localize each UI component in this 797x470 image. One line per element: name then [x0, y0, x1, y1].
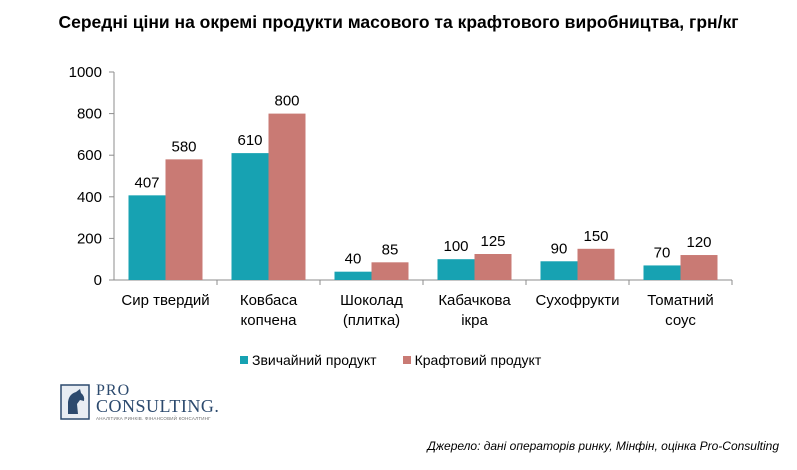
- x-tick-label: Сир твердий: [121, 292, 209, 309]
- data-label-craft: 85: [382, 241, 399, 258]
- legend-item-regular: Звичайний продукт: [240, 352, 377, 368]
- bar-regular: [540, 261, 578, 280]
- data-label-craft: 125: [480, 233, 505, 250]
- source-note: Джерело: дані операторів ринку, Мінфін, …: [427, 439, 779, 453]
- logo-consulting: CONSULTING.: [96, 396, 220, 416]
- bar-regular: [643, 265, 681, 280]
- legend-label-regular: Звичайний продукт: [252, 352, 377, 368]
- bar-regular: [128, 195, 166, 280]
- data-label-craft: 120: [686, 234, 711, 251]
- x-tick-label: Кабачкова: [438, 292, 511, 309]
- bar-craft: [268, 113, 306, 280]
- y-tick-label: 0: [94, 272, 102, 289]
- legend-swatch-regular: [240, 356, 248, 364]
- y-tick-label: 400: [77, 189, 102, 206]
- bar-craft: [474, 254, 512, 280]
- x-tick-label: Ковбаса: [240, 292, 298, 309]
- x-tick-label: Томатний: [647, 292, 714, 309]
- legend-label-craft: Крафтовий продукт: [414, 352, 542, 368]
- data-label-regular: 90: [551, 240, 568, 257]
- chart-title: Середні ціни на окремі продукти масового…: [58, 12, 739, 32]
- bar-craft: [165, 159, 203, 280]
- data-label-regular: 70: [654, 244, 671, 261]
- x-tick-label: соус: [665, 312, 696, 329]
- x-tick-label: Сухофрукти: [535, 292, 619, 309]
- bar-craft: [371, 262, 409, 280]
- chart-legend: Звичайний продукт Крафтовий продукт: [240, 352, 567, 368]
- horse-logo-icon: [60, 384, 90, 420]
- bar-craft: [680, 255, 718, 280]
- data-label-craft: 800: [274, 93, 299, 110]
- bar-regular: [334, 271, 372, 280]
- x-tick-label: копчена: [241, 312, 298, 329]
- x-tick-label: ікра: [461, 312, 488, 329]
- y-tick-label: 1000: [69, 64, 102, 81]
- data-label-regular: 40: [345, 251, 362, 268]
- data-label-regular: 610: [237, 132, 262, 149]
- data-label-craft: 580: [171, 138, 196, 155]
- data-label-regular: 407: [134, 174, 159, 191]
- x-tick-label: (плитка): [343, 312, 400, 329]
- pro-consulting-logo: PRO CONSULTING. АНАЛІТИКА РИНКІВ. ФІНАНС…: [60, 382, 220, 424]
- bar-craft: [577, 248, 615, 280]
- x-tick-label: Шоколад: [340, 292, 403, 309]
- logo-pro: PRO: [96, 382, 131, 399]
- data-label-regular: 100: [443, 238, 468, 255]
- logo-tagline: АНАЛІТИКА РИНКІВ. ФІНАНСОВИЙ КОНСАЛТИНГ: [96, 416, 211, 421]
- y-tick-label: 800: [77, 106, 102, 123]
- y-tick-label: 200: [77, 230, 102, 247]
- y-tick-label: 600: [77, 147, 102, 164]
- bar-regular: [437, 259, 475, 280]
- legend-swatch-craft: [402, 356, 411, 364]
- legend-item-craft: Крафтовий продукт: [402, 352, 542, 368]
- bar-regular: [231, 153, 269, 280]
- data-label-craft: 150: [583, 228, 608, 245]
